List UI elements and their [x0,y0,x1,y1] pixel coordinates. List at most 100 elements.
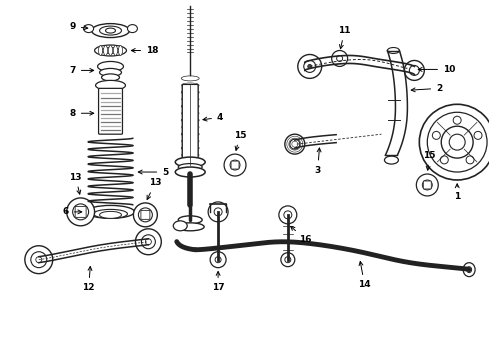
Ellipse shape [181,125,199,130]
FancyBboxPatch shape [141,210,150,219]
Ellipse shape [466,267,471,273]
Ellipse shape [181,76,199,81]
Circle shape [25,246,53,274]
Circle shape [466,156,474,164]
Ellipse shape [98,45,102,55]
Text: 13: 13 [70,172,82,194]
Ellipse shape [99,211,122,219]
Text: 7: 7 [70,66,94,75]
Ellipse shape [127,24,137,32]
Ellipse shape [181,104,199,109]
Ellipse shape [105,28,116,33]
Ellipse shape [175,167,205,177]
Text: 10: 10 [418,65,455,74]
Circle shape [422,180,432,190]
Circle shape [138,208,152,222]
Ellipse shape [99,26,122,35]
Ellipse shape [119,45,122,55]
Ellipse shape [181,159,199,165]
Circle shape [284,211,292,219]
Circle shape [332,50,347,67]
Ellipse shape [176,223,204,231]
Ellipse shape [388,48,399,54]
Circle shape [404,60,424,80]
Text: 15: 15 [423,150,436,170]
FancyBboxPatch shape [75,206,86,217]
Text: 18: 18 [131,46,159,55]
Ellipse shape [98,62,123,71]
Circle shape [409,66,419,75]
Circle shape [298,54,322,78]
Circle shape [441,156,448,164]
Ellipse shape [181,167,199,171]
Circle shape [308,64,312,68]
Circle shape [73,204,89,220]
Circle shape [441,126,473,158]
Ellipse shape [178,216,202,224]
Circle shape [290,139,300,149]
Ellipse shape [181,118,199,123]
Ellipse shape [87,206,134,219]
Circle shape [133,203,157,227]
Circle shape [474,131,482,139]
Circle shape [36,257,42,263]
Ellipse shape [181,153,199,158]
Ellipse shape [385,156,398,164]
Circle shape [215,257,221,263]
Circle shape [285,257,291,263]
Text: 9: 9 [70,22,88,31]
Ellipse shape [84,24,94,32]
Circle shape [31,252,47,268]
Ellipse shape [108,45,113,55]
Ellipse shape [114,45,118,55]
Circle shape [210,252,226,268]
Circle shape [224,154,246,176]
Ellipse shape [181,83,199,88]
Circle shape [432,131,441,139]
Ellipse shape [96,80,125,90]
Circle shape [135,229,161,255]
Ellipse shape [101,74,120,81]
Circle shape [142,235,155,249]
FancyBboxPatch shape [231,161,239,169]
Text: 6: 6 [63,207,82,216]
Circle shape [281,253,295,267]
Ellipse shape [181,139,199,144]
Text: 4: 4 [203,113,223,122]
Text: 13: 13 [147,179,162,199]
Circle shape [416,174,438,196]
Circle shape [419,104,490,180]
Text: 17: 17 [212,271,224,292]
Ellipse shape [101,48,120,54]
Circle shape [279,206,297,224]
Ellipse shape [92,24,129,37]
Text: 14: 14 [358,261,371,289]
Circle shape [304,60,316,72]
Ellipse shape [103,45,107,55]
Circle shape [449,134,465,150]
Circle shape [285,134,305,154]
Circle shape [67,198,95,226]
FancyBboxPatch shape [182,84,198,166]
Text: 16: 16 [291,226,312,244]
Circle shape [214,208,222,216]
Text: 8: 8 [70,109,94,118]
Text: 11: 11 [339,26,351,49]
Circle shape [427,112,487,172]
Ellipse shape [175,157,205,167]
Ellipse shape [181,90,199,95]
Ellipse shape [181,132,199,137]
Ellipse shape [181,111,199,116]
Ellipse shape [99,68,122,76]
Ellipse shape [94,210,127,219]
Text: 2: 2 [411,84,442,93]
FancyBboxPatch shape [98,88,122,134]
Text: 3: 3 [315,148,321,175]
Circle shape [337,55,343,62]
Circle shape [146,239,151,245]
Circle shape [230,160,240,170]
Text: 12: 12 [82,266,95,292]
Text: 5: 5 [138,167,169,176]
Ellipse shape [181,146,199,150]
Ellipse shape [173,221,187,231]
